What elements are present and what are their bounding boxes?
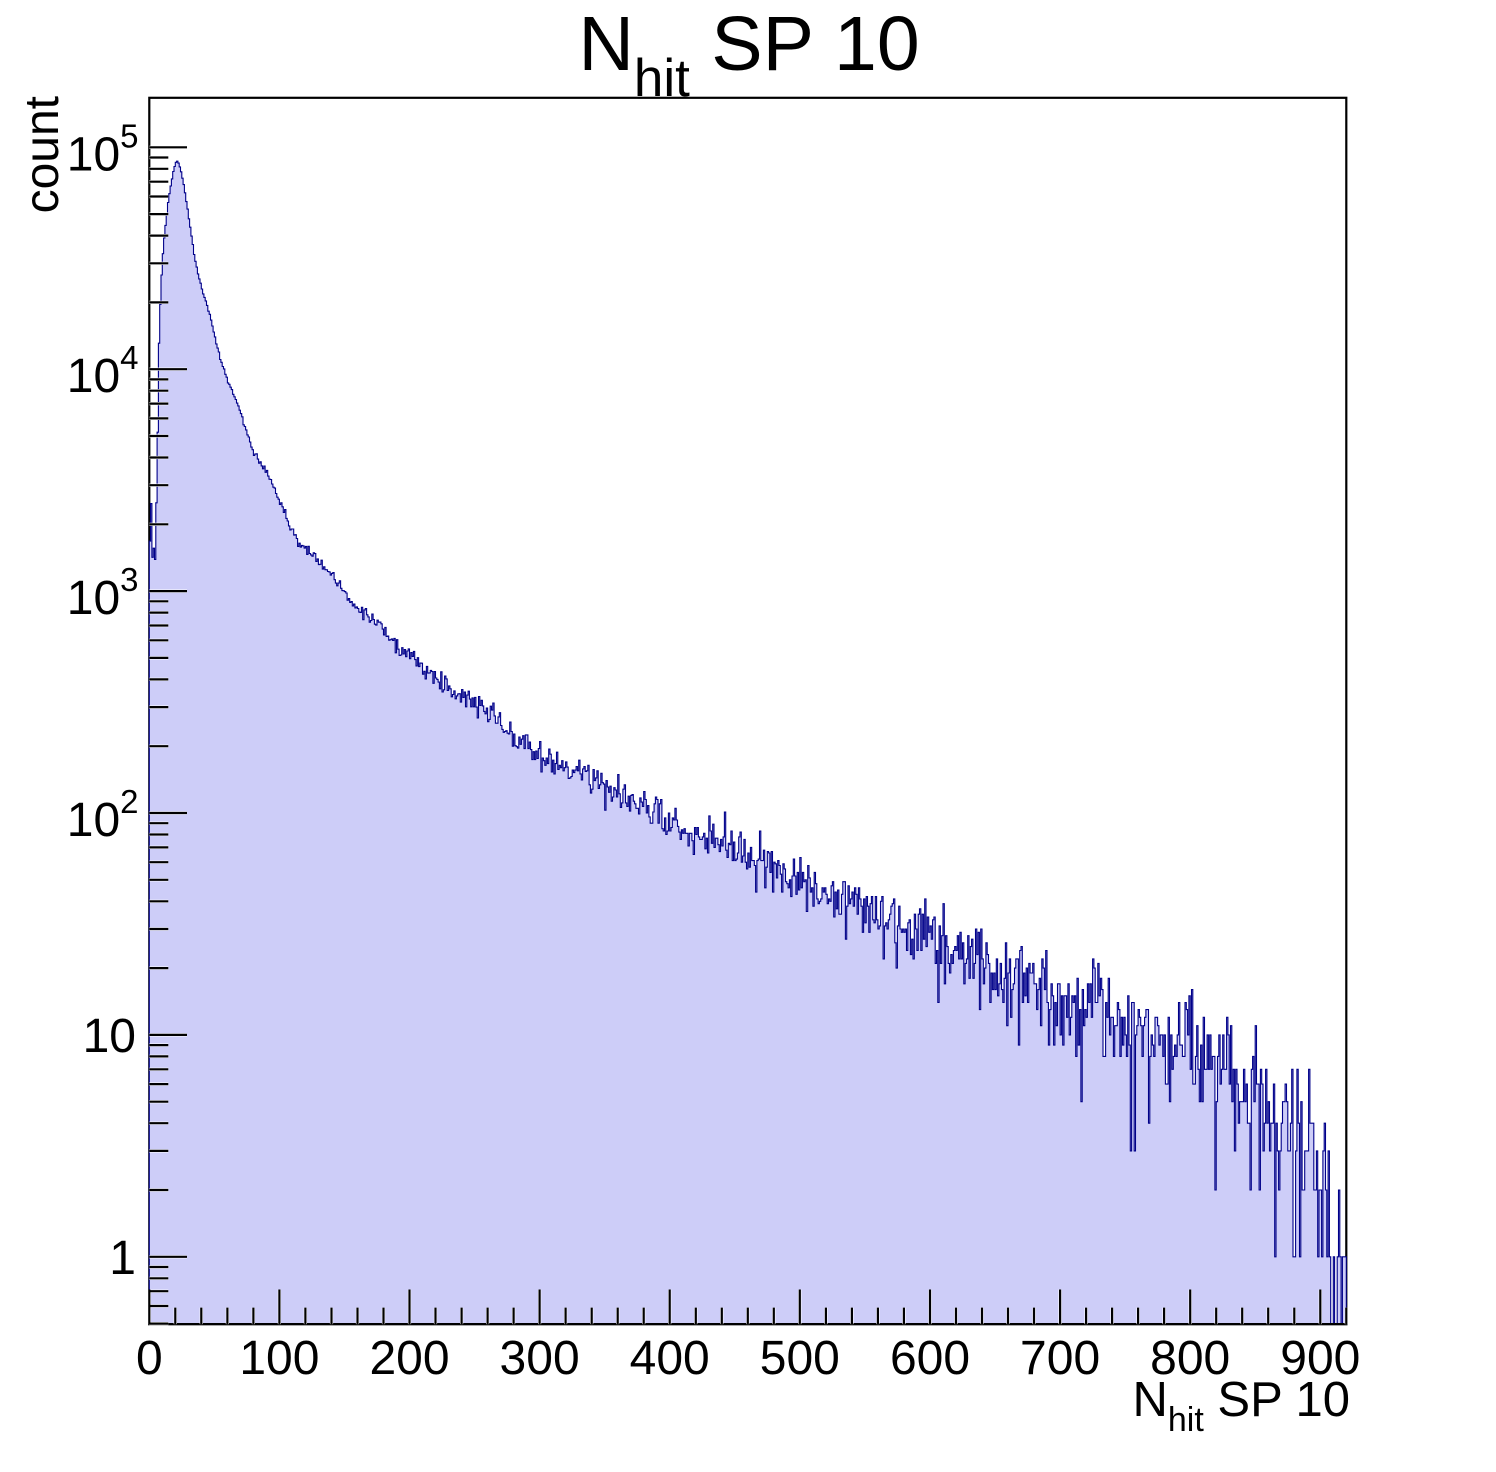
svg-text:100: 100 [239, 1332, 319, 1385]
svg-text:900: 900 [1280, 1332, 1360, 1385]
svg-text:800: 800 [1150, 1332, 1230, 1385]
svg-text:1: 1 [109, 1232, 136, 1285]
svg-text:count: count [16, 96, 69, 213]
svg-text:10: 10 [83, 1010, 136, 1063]
svg-text:0: 0 [136, 1332, 163, 1385]
svg-text:600: 600 [890, 1332, 970, 1385]
svg-text:300: 300 [500, 1332, 580, 1385]
svg-text:700: 700 [1020, 1332, 1100, 1385]
svg-text:500: 500 [760, 1332, 840, 1385]
svg-text:400: 400 [630, 1332, 710, 1385]
svg-text:103: 103 [67, 561, 139, 625]
svg-text:200: 200 [369, 1332, 449, 1385]
